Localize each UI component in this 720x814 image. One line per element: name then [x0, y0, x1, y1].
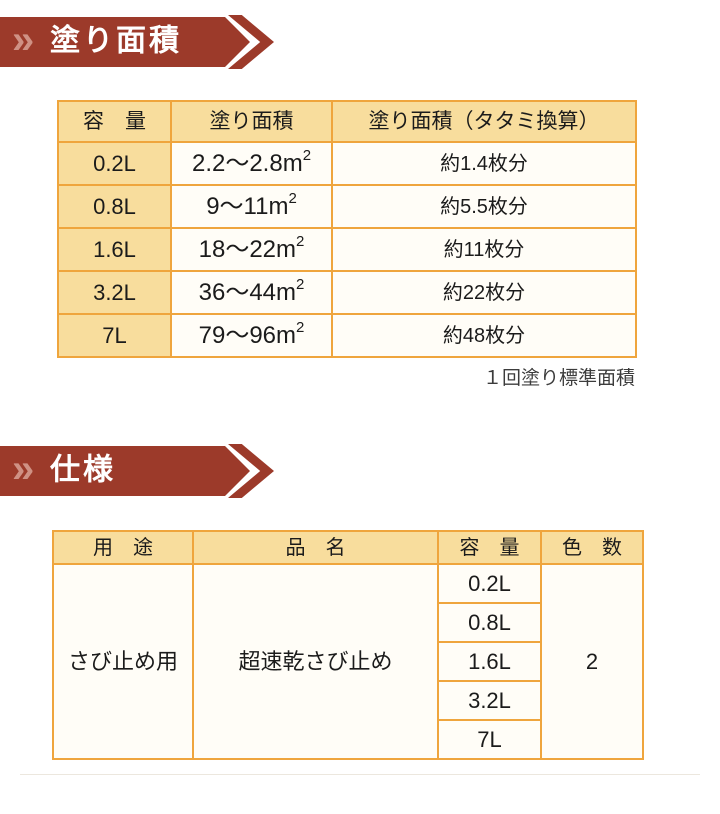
area-cell: 2.2〜2.8m2 — [170, 141, 333, 186]
paint-area-table: 容 量 塗り面積 塗り面積（タタミ換算） 0.2L 2.2〜2.8m2 約1.4… — [57, 100, 637, 358]
paint-area-section: » 塗り面積 容 量 塗り面積 塗り面積（タタミ換算） 0.2L 2.2〜2.8… — [0, 15, 720, 389]
product-name-cell: 超速乾さび止め — [192, 563, 439, 760]
area-exponent: 2 — [302, 146, 312, 164]
capacity-cell: 0.8L — [437, 602, 542, 643]
capacity-cell: 0.2L — [437, 563, 542, 604]
color-count-cell: 2 — [540, 563, 644, 760]
area-exponent: 2 — [296, 232, 305, 250]
spec-table-row: 7L — [53, 719, 643, 760]
area-cell: 36〜44m2 — [170, 270, 333, 315]
header-tatami: 塗り面積（タタミ換算） — [331, 100, 637, 143]
tatami-cell: 約22枚分 — [331, 270, 637, 315]
spec-section: » 仕様 用 途 品 名 容 量 色 数 さび止め用 超速乾さび止め 0.2L … — [0, 444, 720, 760]
section-title-spec: 仕様 — [50, 453, 116, 487]
area-value: 2.2〜2.8m — [191, 149, 303, 177]
area-exponent: 2 — [288, 189, 297, 207]
section-title-paint-area: 塗り面積 — [50, 24, 182, 58]
usage-cell: さび止め用 — [52, 563, 194, 760]
capacity-cell: 1.6L — [57, 227, 172, 272]
capacity-cell: 3.2L — [437, 680, 542, 721]
paint-table-row: 0.2L 2.2〜2.8m2 約1.4枚分 — [57, 141, 637, 186]
area-value: 9〜11m — [206, 192, 289, 220]
tatami-cell: 約11枚分 — [331, 227, 637, 272]
capacity-cell: 3.2L — [57, 270, 172, 315]
spec-table-row: 3.2L — [53, 680, 643, 721]
paint-table-row: 3.2L 36〜44m2 約22枚分 — [57, 270, 637, 315]
area-cell: 9〜11m2 — [170, 184, 333, 229]
header-product-name: 品 名 — [192, 530, 439, 565]
header-capacity: 容 量 — [57, 100, 172, 143]
area-exponent: 2 — [296, 318, 305, 336]
spec-banner: » 仕様 — [0, 444, 720, 498]
tatami-cell: 約5.5枚分 — [331, 184, 637, 229]
area-value: 36〜44m — [198, 278, 297, 306]
banner-bar — [0, 446, 250, 496]
capacity-cell: 7L — [57, 313, 172, 358]
header-capacity: 容 量 — [437, 530, 542, 565]
area-exponent: 2 — [296, 275, 305, 293]
area-cell: 18〜22m2 — [170, 227, 333, 272]
tatami-cell: 約48枚分 — [331, 313, 637, 358]
double-chevron-icon: » — [12, 447, 35, 491]
paint-table-header-row: 容 量 塗り面積 塗り面積（タタミ換算） — [57, 100, 637, 143]
header-paint-area: 塗り面積 — [170, 100, 333, 143]
spec-table-row: 0.8L — [53, 602, 643, 643]
spec-table-header-row: 用 途 品 名 容 量 色 数 — [52, 530, 644, 565]
bottom-divider — [20, 774, 700, 775]
paint-area-banner: » 塗り面積 — [0, 15, 720, 69]
area-value: 79〜96m — [198, 321, 297, 349]
area-value: 18〜22m — [198, 235, 297, 263]
capacity-cell: 0.2L — [57, 141, 172, 186]
paint-table-row: 0.8L 9〜11m2 約5.5枚分 — [57, 184, 637, 229]
header-usage: 用 途 — [52, 530, 194, 565]
catalog-page: » 塗り面積 容 量 塗り面積 塗り面積（タタミ換算） 0.2L 2.2〜2.8… — [0, 15, 720, 775]
capacity-cell: 7L — [437, 719, 542, 760]
paint-table-row: 1.6L 18〜22m2 約11枚分 — [57, 227, 637, 272]
area-cell: 79〜96m2 — [170, 313, 333, 358]
double-chevron-icon: » — [12, 18, 35, 62]
spec-table-row: 1.6L — [53, 641, 643, 682]
paint-table-row: 7L 79〜96m2 約48枚分 — [57, 313, 637, 358]
capacity-cell: 0.8L — [57, 184, 172, 229]
spec-table-row: さび止め用 超速乾さび止め 0.2L 2 — [52, 563, 644, 760]
tatami-cell: 約1.4枚分 — [331, 141, 637, 186]
header-color-count: 色 数 — [540, 530, 644, 565]
banner-bar — [0, 17, 250, 67]
paint-table-caption: １回塗り標準面積 — [482, 368, 635, 389]
capacity-cell: 1.6L — [437, 641, 542, 682]
spec-table: 用 途 品 名 容 量 色 数 さび止め用 超速乾さび止め 0.2L 2 0.8… — [52, 530, 644, 760]
